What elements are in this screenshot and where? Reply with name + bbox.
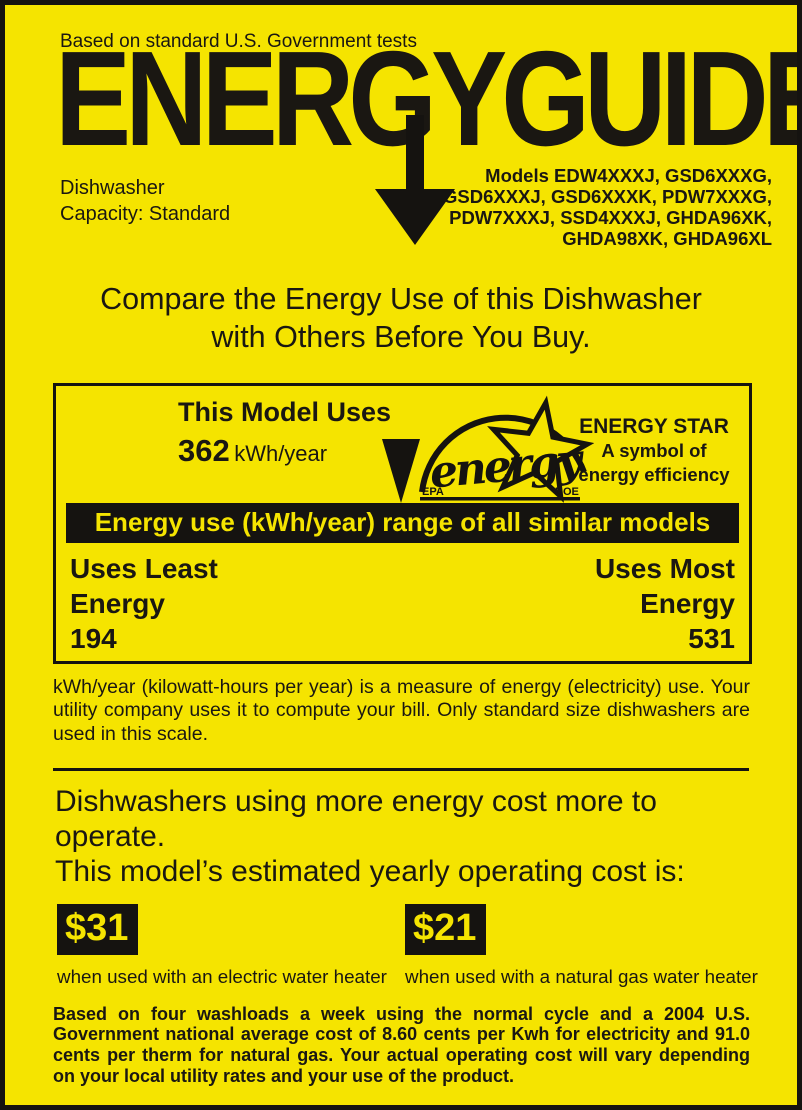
model-line: Models EDW4XXXJ, GSD6XXXG, xyxy=(485,165,772,186)
model-uses-label: This Model Uses xyxy=(178,396,392,427)
energy-star-caption: ENERGY STAR A symbol of energy efficienc… xyxy=(565,415,743,487)
uses-least-value: 194 xyxy=(70,622,117,654)
uses-least-line1: Uses Least xyxy=(70,552,218,584)
kwh-unit: kWh/year xyxy=(234,440,328,466)
model-usage: This Model Uses 362 kWh/year xyxy=(178,397,391,469)
energyguide-logo: ENERGYGUIDE xyxy=(5,31,797,245)
scale-pointer-icon xyxy=(382,438,420,503)
energy-usage-box: This Model Uses 362 kWh/year energy EPA … xyxy=(53,382,752,664)
kwh-value: 362 xyxy=(178,432,230,468)
model-line: GSD6XXXJ, GSD6XXXK, PDW7XXXG, xyxy=(443,186,772,208)
uses-most-block: Uses Most Energy 531 xyxy=(595,551,735,656)
down-arrow-icon xyxy=(375,115,455,245)
compare-heading-line2: with Others Before You Buy. xyxy=(211,320,591,355)
uses-most-value: 531 xyxy=(688,622,735,654)
energy-star-title: ENERGY STAR xyxy=(579,414,729,438)
logo-guide-text: GUIDE xyxy=(501,23,802,174)
product-type: Dishwasher xyxy=(60,177,165,199)
cost-heading-line2: This model’s estimated yearly operating … xyxy=(55,854,685,888)
energy-star-logo-icon: energy EPA DOE xyxy=(419,395,594,503)
product-capacity: Capacity: Standard xyxy=(60,203,231,226)
energy-star-line1: A symbol of xyxy=(601,439,707,461)
gas-cost-column: $21 when used with a natural gas water h… xyxy=(405,903,758,988)
uses-least-line2: Energy xyxy=(70,587,165,619)
uses-most-line1: Uses Most xyxy=(594,552,735,584)
energyguide-wordmark: ENERGYGUIDE xyxy=(55,31,797,166)
operating-cost-heading: Dishwashers using more energy cost more … xyxy=(55,785,757,889)
range-bar: Energy use (kWh/year) range of all simil… xyxy=(66,502,739,543)
energy-star-line2: energy efficiency xyxy=(578,463,730,485)
electric-cost-badge: $31 xyxy=(57,903,139,955)
doe-label: DOE xyxy=(555,486,579,498)
compare-heading: Compare the Energy Use of this Dishwashe… xyxy=(5,281,797,357)
compare-heading-line1: Compare the Energy Use of this Dishwashe… xyxy=(100,282,702,317)
model-line: PDW7XXXJ, SSD4XXXJ, GHDA96XK, xyxy=(449,207,772,229)
model-kwh: 362 kWh/year xyxy=(178,433,391,469)
electric-cost-column: $31 when used with an electric water hea… xyxy=(57,903,405,988)
gas-cost-badge: $21 xyxy=(405,903,487,955)
uses-least-block: Uses Least Energy 194 xyxy=(70,551,218,656)
cost-heading-line1: Dishwashers using more energy cost more … xyxy=(55,785,657,853)
uses-most-line2: Energy xyxy=(640,587,735,619)
model-numbers: Models EDW4XXXJ, GSD6XXXG, GSD6XXXJ, GSD… xyxy=(443,165,772,249)
gas-cost-caption: when used with a natural gas water heate… xyxy=(405,965,758,987)
section-divider xyxy=(53,768,749,772)
model-line: GHDA98XK, GHDA96XL xyxy=(562,228,772,250)
product-info: Dishwasher Capacity: Standard xyxy=(60,175,230,249)
range-bar-label: Energy use (kWh/year) range of all simil… xyxy=(94,507,711,538)
cost-basis-note: Based on four washloads a week using the… xyxy=(53,1003,750,1087)
government-test-note: Based on standard U.S. Government tests xyxy=(60,31,417,52)
operating-cost-row: $31 when used with an electric water hea… xyxy=(57,903,797,988)
range-endpoints: Uses Least Energy 194 Uses Most Energy 5… xyxy=(56,543,749,656)
product-and-models: Dishwasher Capacity: Standard Models EDW… xyxy=(60,165,772,249)
usage-box-top: This Model Uses 362 kWh/year energy EPA … xyxy=(56,386,749,503)
electric-cost-caption: when used with an electric water heater xyxy=(57,965,387,987)
logo-energy-text: ENERGY xyxy=(55,23,507,174)
epa-label: EPA xyxy=(422,486,444,498)
kwh-explanation: kWh/year (kilowatt-hours per year) is a … xyxy=(53,675,750,745)
